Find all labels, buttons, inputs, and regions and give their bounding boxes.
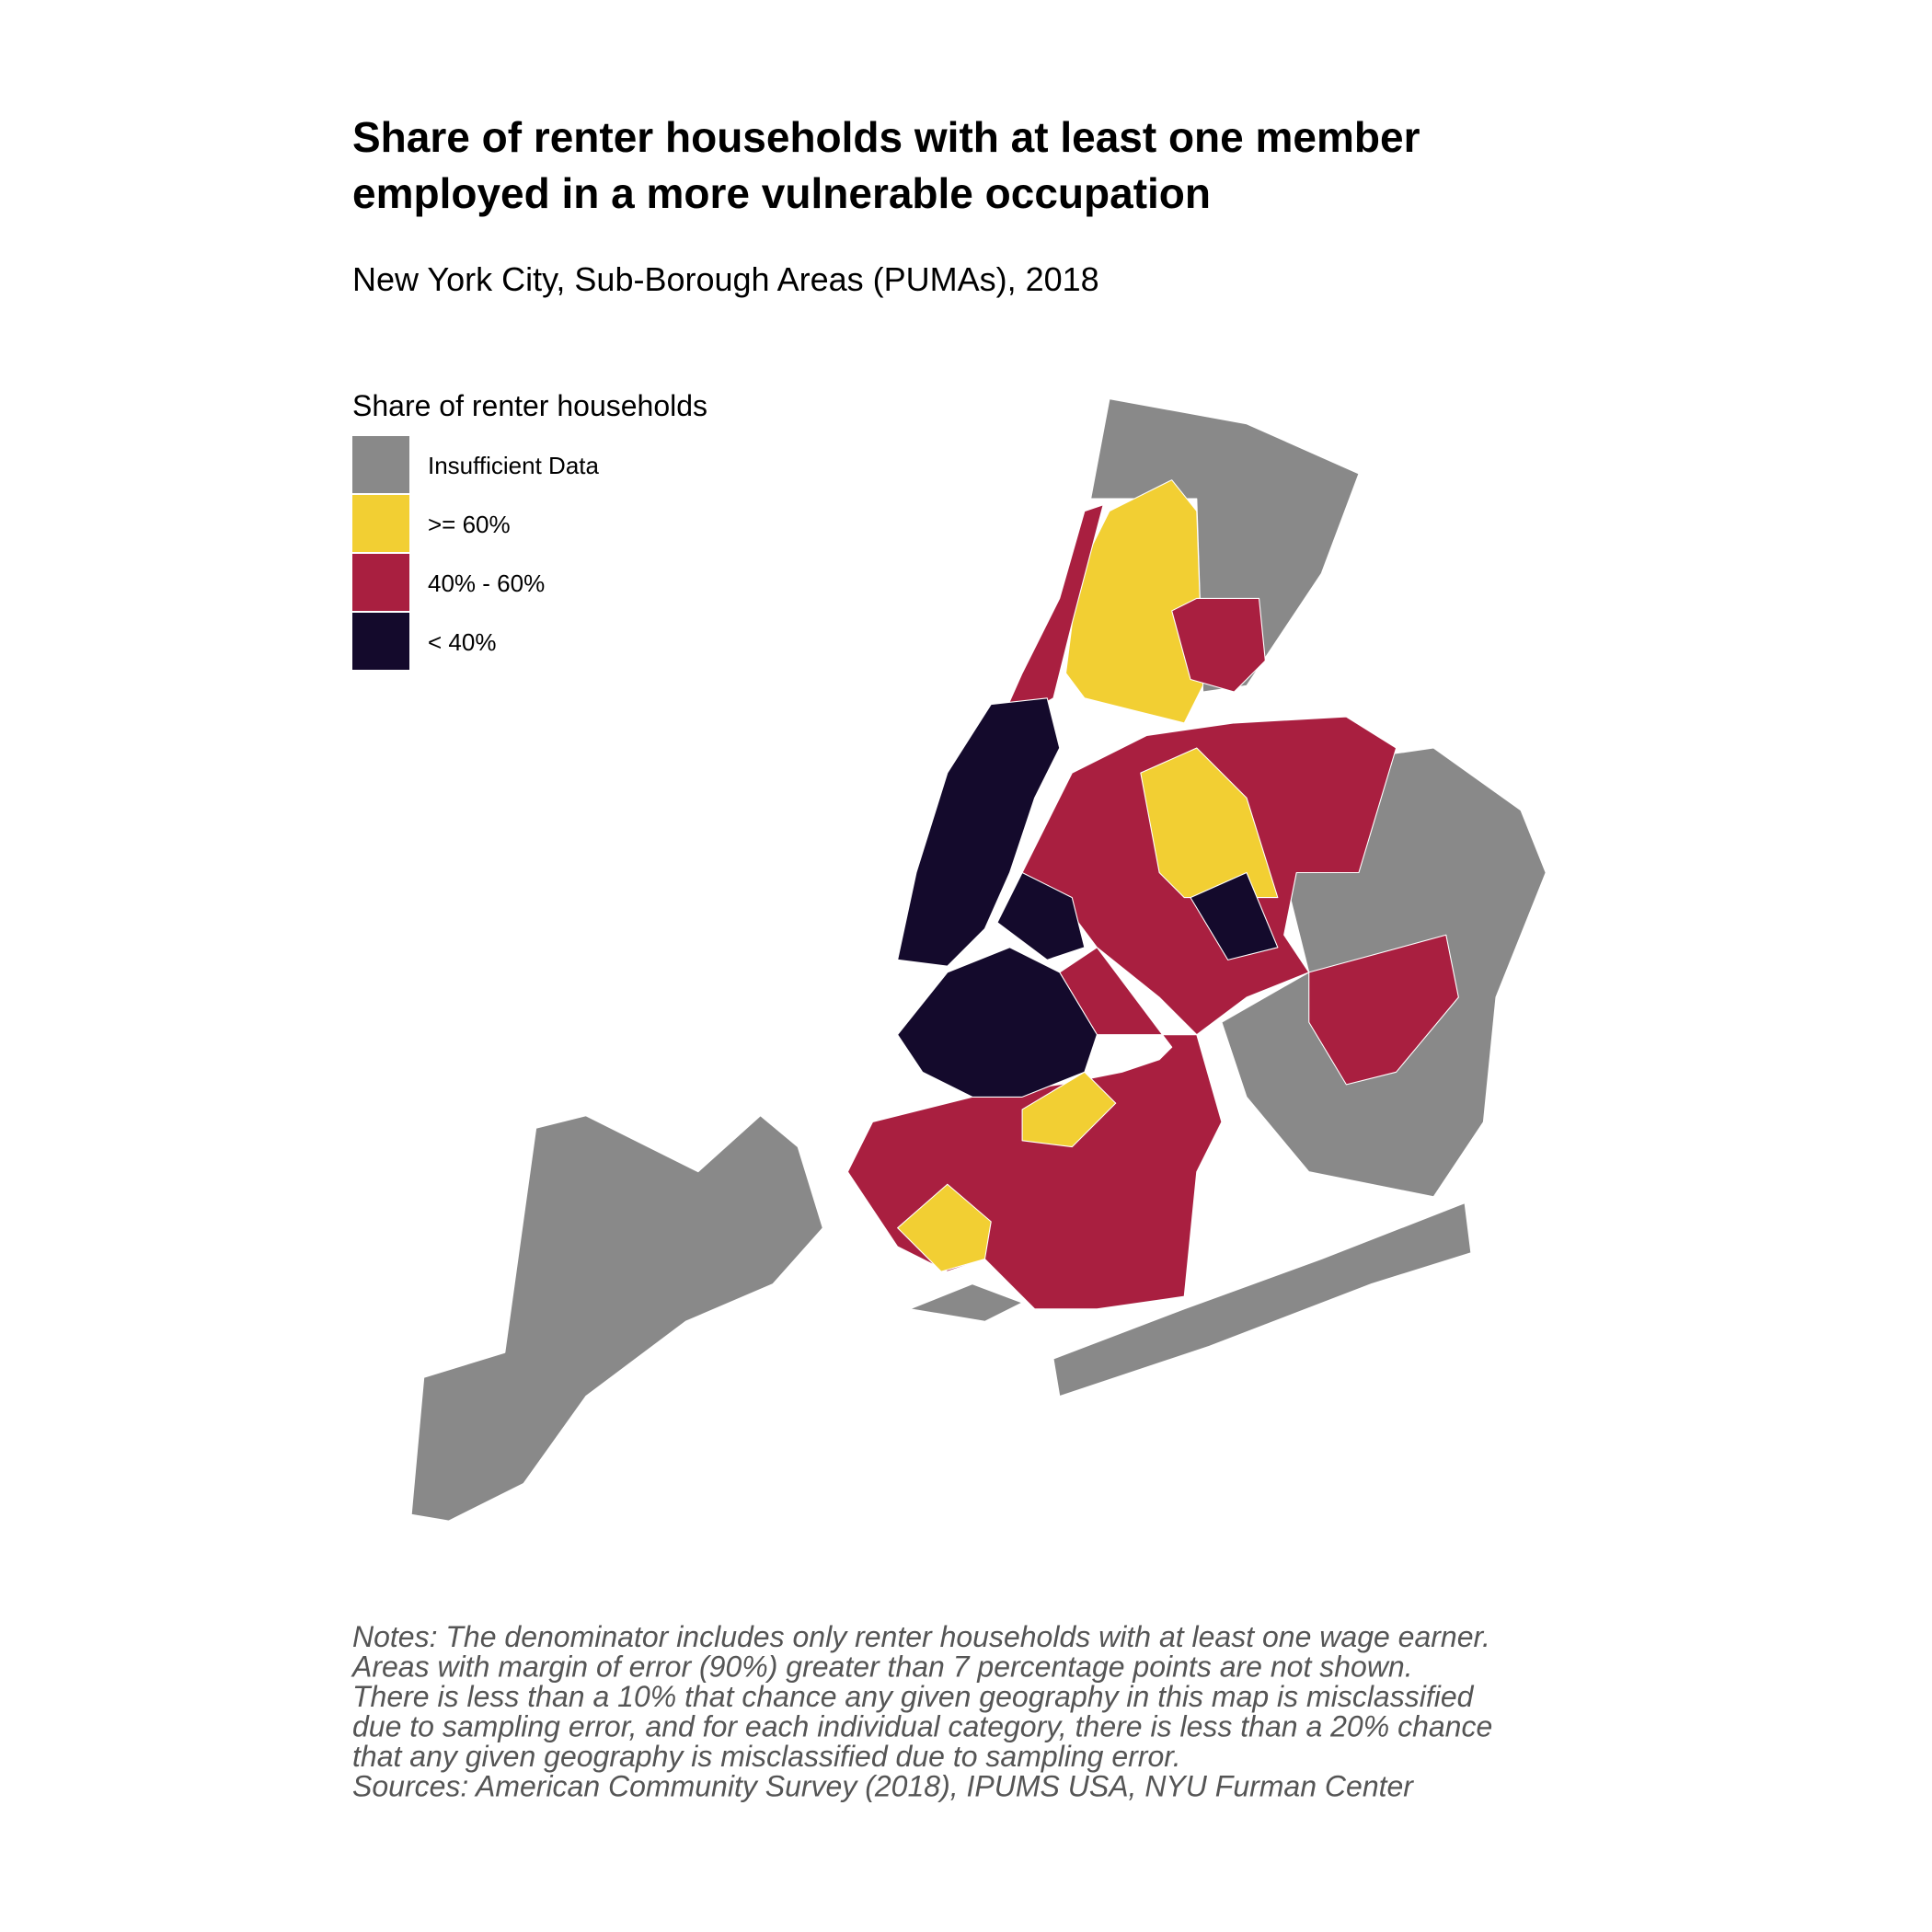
note-line: due to sampling error, and for each indi…: [352, 1710, 1492, 1743]
legend: Insufficient Data >= 60% 40% - 60% < 40%: [352, 436, 600, 670]
legend-title: Share of renter households: [352, 389, 707, 422]
note-line: There is less than a 10% that chance any…: [352, 1680, 1475, 1713]
map-region: [897, 947, 1098, 1098]
legend-label: Insufficient Data: [428, 452, 600, 479]
map-region: [897, 1183, 992, 1272]
map-region: [1190, 871, 1279, 960]
title: employed in a more vulnerable occupation: [352, 169, 1211, 217]
note-line: Sources: American Community Survey (2018…: [352, 1770, 1414, 1803]
map-region: [996, 504, 1104, 730]
legend-label: < 40%: [428, 628, 496, 656]
note-line: Areas with margin of error (90%) greater…: [351, 1650, 1413, 1684]
notes: Notes: The denominator includes only ren…: [351, 1620, 1492, 1803]
legend-label: >= 60%: [428, 511, 511, 538]
note-line: Notes: The denominator includes only ren…: [352, 1620, 1490, 1653]
map-region: [1171, 597, 1266, 693]
map-region: [996, 871, 1086, 960]
map-region: [897, 697, 1061, 967]
legend-swatch: [352, 495, 409, 552]
legend-swatch: [352, 554, 409, 611]
note-line: that any given geography is misclassifie…: [352, 1740, 1181, 1773]
map-region: [1052, 1202, 1472, 1397]
map-region: [410, 1115, 823, 1522]
legend-label: 40% - 60%: [428, 569, 545, 597]
map-region: [909, 1283, 1023, 1322]
title: Share of renter households with at least…: [352, 113, 1420, 161]
map-region: [1308, 934, 1459, 1086]
legend-swatch: [352, 436, 409, 493]
legend-swatch: [352, 613, 409, 670]
map-region: [1021, 1071, 1117, 1148]
subtitle: New York City, Sub-Borough Areas (PUMAs)…: [352, 260, 1099, 298]
map: [410, 398, 1547, 1522]
